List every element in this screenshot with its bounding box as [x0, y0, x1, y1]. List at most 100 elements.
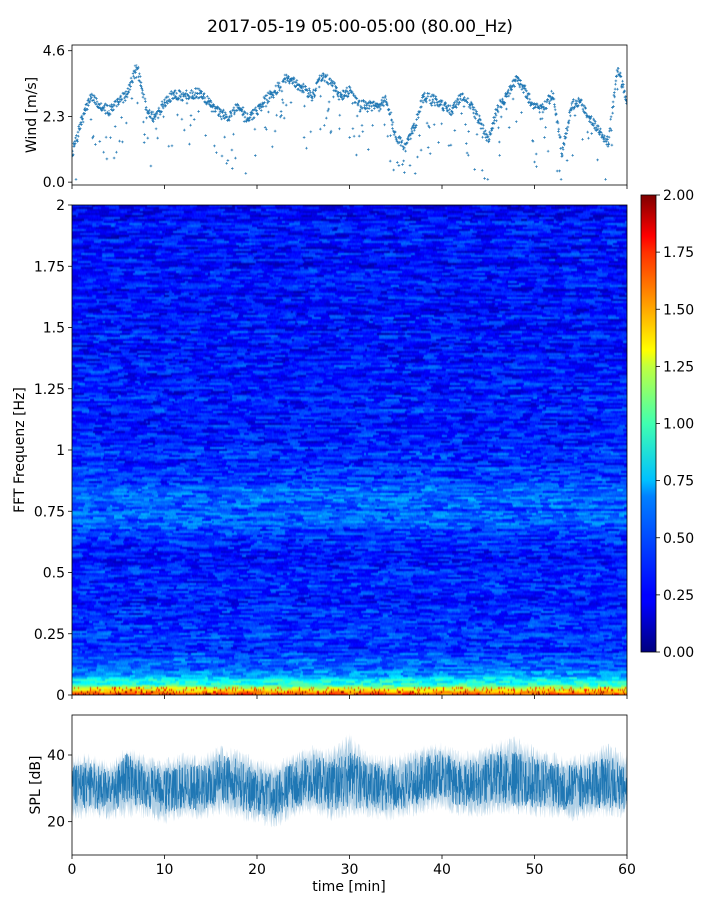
- colorbar-gradient: [640, 194, 657, 653]
- wind-ylabel: Wind [m/s]: [24, 77, 40, 153]
- wind-ytick-label: 0.0: [43, 175, 65, 191]
- spl-ytick-label: 40: [47, 748, 65, 764]
- spl-x-ticks: 0 10 20 30 40 50 60: [68, 855, 636, 878]
- wind-point: [506, 95, 508, 98]
- spl-trace: [72, 733, 627, 828]
- colorbar-tick-label: 1.50: [663, 302, 694, 318]
- colorbar-tick-label: 0.00: [663, 645, 694, 661]
- wind-point: [117, 101, 119, 103]
- spl-xlabel: time [min]: [312, 879, 385, 895]
- wind-point: [210, 104, 212, 106]
- wind-point: [422, 95, 425, 98]
- wind-point: [99, 104, 101, 106]
- spl-xtick-label: 50: [526, 862, 544, 878]
- spectrogram-y-ticks: 0 0.25 0.5 0.75 1 1.25 1.5 1.75 2: [34, 198, 72, 704]
- wind-point: [145, 107, 147, 109]
- colorbar-ticks: 0.00 0.25 0.50 0.75 1.00 1.25 1.50 1.75 2.00: [656, 188, 694, 661]
- wind-point: [126, 92, 129, 95]
- wind-ytick-label: 2.3: [43, 109, 65, 125]
- wind-y-ticks: 0.0 2.3 4.6: [43, 44, 72, 191]
- spl-xtick-label: 10: [156, 862, 174, 878]
- wind-point: [367, 104, 369, 106]
- colorbar-tick-label: 0.25: [663, 588, 694, 604]
- wind-point: [247, 118, 249, 120]
- wind-point: [265, 98, 267, 100]
- wind-point: [321, 75, 323, 78]
- wind-point: [552, 92, 554, 95]
- wind-point: [173, 92, 175, 95]
- wind-point: [515, 78, 517, 80]
- wind-point: [154, 118, 156, 120]
- wind-point: [459, 95, 462, 98]
- spl-ytick-label: 20: [47, 815, 65, 831]
- spl-xtick-label: 40: [433, 862, 451, 878]
- spectrogram-ytick-label: 0: [56, 688, 65, 704]
- wind-point: [219, 112, 221, 115]
- wind-point: [469, 104, 471, 106]
- wind-point: [80, 121, 82, 123]
- wind-point: [617, 67, 619, 69]
- wind-point: [589, 118, 591, 120]
- wind-point: [533, 107, 536, 109]
- wind-point: [432, 98, 434, 100]
- wind-point: [339, 95, 341, 98]
- wind-point: [450, 110, 452, 112]
- colorbar-tick-label: 1.25: [663, 359, 694, 375]
- spectrogram-ytick-label: 1.25: [34, 382, 65, 398]
- colorbar-tick-label: 1.00: [663, 417, 694, 433]
- spl-line: [72, 751, 627, 818]
- spectrogram-ytick-label: 0.25: [34, 627, 65, 643]
- wind-point: [302, 87, 304, 89]
- wind-point: [524, 90, 526, 92]
- wind-point: [256, 110, 258, 112]
- spl-ylabel: SPL [dB]: [28, 756, 44, 815]
- wind-point: [228, 115, 230, 118]
- wind-point: [136, 64, 138, 66]
- wind-point: [358, 104, 360, 106]
- wind-point: [108, 110, 110, 112]
- wind-point: [237, 104, 240, 106]
- spectrogram-x-ticks: [71, 695, 628, 699]
- wind-point: [376, 107, 378, 109]
- spl-xtick-label: 20: [248, 862, 266, 878]
- wind-point: [543, 107, 545, 109]
- colorbar-tick-label: 0.50: [663, 531, 694, 547]
- wind-ytick-label: 4.6: [43, 44, 65, 60]
- wind-x-ticks: [71, 185, 628, 189]
- spectrogram-ytick-label: 1.5: [43, 321, 65, 337]
- wind-point: [478, 118, 480, 120]
- wind-point: [163, 101, 166, 103]
- wind-point: [487, 138, 489, 140]
- wind-point: [293, 81, 295, 83]
- wind-panel: 0.0 2.3 4.6 Wind [m/s]: [24, 44, 628, 191]
- wind-point: [89, 95, 92, 98]
- spectrogram-panel: 0 0.25 0.5 0.75 1 1.25 1.5 1.75 2 FFT Frequenz […: [12, 198, 628, 704]
- colorbar-tick-label: 2.00: [663, 188, 694, 204]
- wind-point: [598, 130, 600, 132]
- spectrogram-ytick-label: 1.75: [34, 259, 65, 275]
- wind-point: [561, 152, 563, 155]
- wind-point: [496, 107, 499, 109]
- wind-point: [570, 104, 573, 106]
- spectrogram-heatmap: [72, 205, 627, 695]
- spectrogram-ylabel: FFT Frequenz [Hz]: [12, 387, 28, 513]
- wind-point: [404, 147, 406, 149]
- wind-point: [182, 95, 184, 98]
- colorbar-tick-label: 1.75: [663, 245, 694, 261]
- wind-point: [330, 81, 332, 83]
- spl-xtick-label: 0: [68, 862, 77, 878]
- spl-xtick-label: 60: [618, 862, 636, 878]
- spectrogram-ytick-label: 0.5: [43, 566, 65, 582]
- wind-point: [200, 92, 203, 95]
- wind-point: [284, 78, 286, 80]
- spectrogram-ytick-label: 2: [56, 198, 65, 214]
- colorbar-tick-label: 0.75: [663, 474, 694, 490]
- wind-scatter-points: [72, 64, 627, 181]
- wind-point: [580, 101, 582, 103]
- colorbar: 0.00 0.25 0.50 0.75 1.00 1.25 1.50 1.75 2.00: [640, 188, 694, 661]
- figure-title: 2017-05-19 05:00-05:00 (80.00_Hz): [207, 17, 513, 37]
- wind-point: [385, 98, 388, 100]
